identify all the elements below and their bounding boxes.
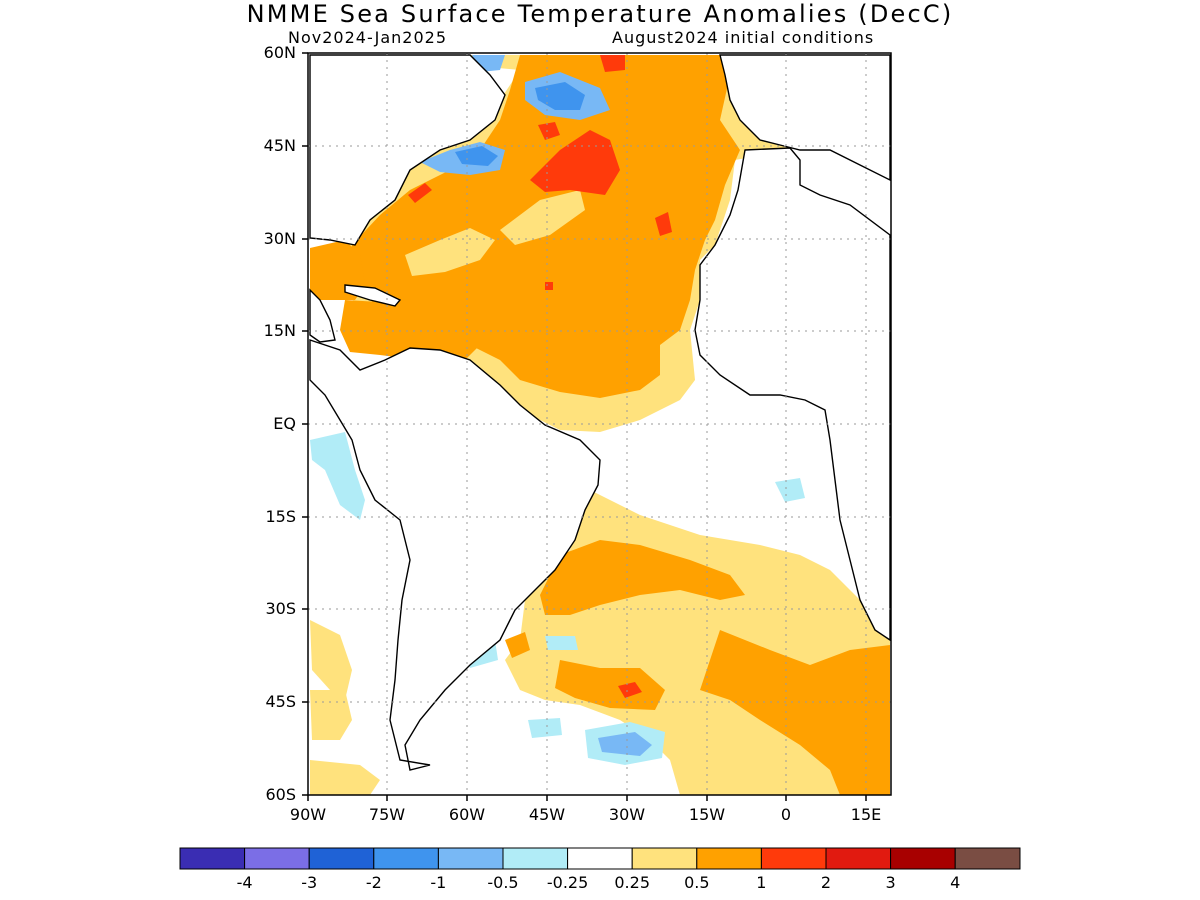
anomaly-region-cold-newfoundland — [455, 146, 498, 166]
lon-label-60w: 60W — [448, 805, 486, 824]
anomaly-region-strong-warm-south — [618, 682, 642, 698]
anomaly-region-strong-warm-2 — [600, 55, 625, 72]
anomaly-region-strong-warm-1 — [530, 130, 620, 195]
anomaly-region-warm-south-mid — [555, 660, 665, 710]
colorbar-label: 3 — [885, 873, 896, 892]
lon-label-0: 0 — [780, 805, 792, 824]
anomaly-region-warm-south-east — [700, 630, 890, 795]
south-america-coastline — [309, 339, 601, 771]
anomaly-region-weak-cool-pacific — [310, 432, 365, 520]
lon-label-90w: 90W — [289, 805, 327, 824]
lon-label-75w: 75W — [368, 805, 406, 824]
anomaly-region-weak-warm-south-edge — [310, 760, 380, 795]
anomaly-region-weak-warm-southwest — [310, 620, 352, 700]
anomaly-field — [310, 55, 890, 795]
colorbar-swatch — [825, 847, 892, 870]
lon-label-45w: 45W — [528, 805, 566, 824]
europe-coastline — [719, 54, 891, 182]
lat-label-45n: 45N — [263, 136, 296, 155]
colorbar-label: 0.5 — [684, 873, 710, 892]
lat-label-60s: 60S — [265, 785, 296, 804]
colorbar-swatch — [760, 847, 827, 870]
anomaly-region-cool-south-1 — [598, 732, 652, 756]
colorbar-label: -0.25 — [546, 873, 589, 892]
colorbar-label: -0.5 — [487, 873, 519, 892]
colorbar-label: 1 — [756, 873, 767, 892]
colorbar-label: -3 — [301, 873, 318, 892]
colorbar-swatch — [502, 847, 569, 870]
colorbar — [179, 847, 1021, 870]
colorbar-swatch — [567, 847, 633, 870]
forecast-period: Nov2024-Jan2025 — [288, 28, 447, 47]
anomaly-region-strong-warm-5 — [655, 212, 672, 236]
gridlines — [308, 53, 891, 795]
anomaly-region-weak-patch-2 — [500, 190, 585, 245]
anomaly-region-warm-caribbean — [340, 300, 480, 360]
anomaly-region-strong-warm-6 — [545, 282, 553, 290]
page-title: NMME Sea Surface Temperature Anomalies (… — [246, 0, 954, 28]
colorbar-label: -2 — [365, 873, 382, 892]
colorbar-swatch — [179, 847, 246, 870]
anomaly-region-weak-cool-south-3 — [545, 636, 578, 650]
colorbar-label: -4 — [236, 873, 253, 892]
colorbar-swatch — [244, 847, 310, 870]
anomaly-region-warm-southwest-small — [505, 632, 530, 658]
axis-ticks — [302, 52, 867, 801]
anomaly-region-weak-warm-southwest-2 — [310, 690, 352, 740]
colorbar-label: -1 — [430, 873, 447, 892]
lon-label-15w: 15W — [688, 805, 726, 824]
anomaly-region-warm-south-band — [540, 540, 745, 615]
lat-label-30s: 30S — [265, 599, 296, 618]
colorbar-swatch — [437, 847, 504, 870]
lon-label-15e: 15E — [850, 805, 882, 824]
colorbar-label: 4 — [950, 873, 961, 892]
lat-label-45s: 45S — [265, 692, 296, 711]
lat-label-60n: 60N — [263, 43, 296, 62]
central-america-coastline — [309, 288, 336, 343]
lat-label-15s: 15S — [265, 507, 296, 526]
lat-label-30n: 30N — [263, 229, 296, 248]
lat-label-eq: EQ — [273, 414, 296, 433]
initial-conditions: August2024 initial conditions — [612, 28, 875, 47]
anomaly-region-weak-patch-1 — [405, 228, 495, 276]
cuba-coastline — [344, 284, 402, 307]
colorbar-label: 2 — [820, 873, 832, 892]
colorbar-swatch — [890, 847, 956, 870]
lon-label-30w: 30W — [608, 805, 646, 824]
colorbar-label: 0.25 — [614, 873, 650, 892]
colorbar-swatch — [373, 847, 439, 870]
colorbar-swatch — [696, 847, 762, 870]
anomaly-region-weak-cool-gulf-guinea — [775, 478, 805, 502]
anomaly-region-weak-cool-south-2 — [528, 718, 562, 738]
lat-label-15n: 15N — [263, 321, 296, 340]
colorbar-swatch — [631, 847, 698, 870]
anomaly-region-strong-warm-3 — [538, 122, 560, 140]
north-america-coastline — [309, 54, 506, 246]
colorbar-swatch — [308, 847, 375, 870]
anomaly-region-strong-warm-4 — [408, 183, 432, 203]
colorbar-swatch — [954, 847, 1021, 870]
